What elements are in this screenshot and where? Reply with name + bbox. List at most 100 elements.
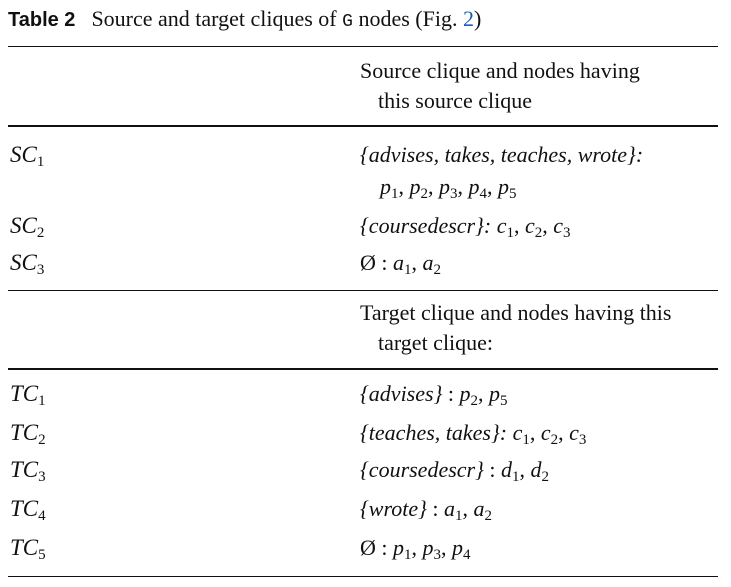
node-subscript: 2 [470,393,479,409]
target-row-content: {coursedescr} : d1, d2 [360,457,550,485]
clique-separator: : [442,381,460,406]
node-symbol: c3 [569,420,587,448]
clique-set: {coursedescr}: [360,213,492,238]
clique-set: {wrote} [360,496,427,521]
clique-separator: : [375,250,394,275]
row-label-subscript: 3 [38,469,46,485]
node-subscript: 2 [550,432,559,448]
source-row-content: {coursedescr}: c1, c2, c3 [360,213,571,241]
node-symbol: d2 [530,457,550,485]
clique-set: {advises, takes, teaches, wrote}: [360,142,644,167]
node-subscript: 1 [404,547,412,563]
node-symbol: c2 [525,213,543,241]
table-caption: Table 2 Source and target cliques of G no… [8,6,481,32]
target-row-label: TC4 [10,496,46,524]
clique-set: {advises} [360,381,443,406]
node-symbol: p1 [393,535,412,563]
node-subscript: 1 [522,432,530,448]
node-subscript: 2 [433,262,442,278]
node-subscript: 1 [455,508,463,524]
node-symbol: p4 [468,174,488,202]
clique-set: Ø [360,250,376,275]
node-subscript: 1 [506,225,515,241]
node-subscript: 2 [484,508,493,524]
node-symbol: c2 [540,420,559,448]
target-row-content: {wrote} : a1, a2 [360,496,493,524]
target-row-label: TC1 [10,381,46,409]
source-column-header: Source clique and nodes having this sour… [360,56,640,116]
source-header-line1: Source clique and nodes having [360,58,640,83]
node-subscript: 1 [404,262,412,278]
node-symbol: p3 [422,535,442,563]
row-label-subscript: 2 [38,432,46,448]
target-header-line2: target clique: [378,330,494,355]
target-row-label: TC5 [10,535,46,563]
target-row-content: {teaches, takes}: c1, c2, c3 [360,420,587,448]
source-row-label: SC3 [10,250,45,278]
row-label-subscript: 3 [36,262,45,278]
node-subscript: 4 [463,547,471,563]
node-symbol: p1 [380,174,399,202]
graph-symbol: G [342,12,353,32]
clique-separator: : [375,535,394,560]
node-symbol: a2 [422,250,442,278]
node-symbol: a2 [473,496,493,524]
node-list-continuation: p1, p2, p3, p4, p5 [380,174,517,202]
source-row-content: {advises, takes, teaches, wrote}: p1, p2,… [360,142,644,202]
node-symbol: p4 [452,535,471,563]
source-row-label: SC1 [10,142,45,170]
node-subscript: 5 [500,393,508,409]
node-subscript: 5 [509,186,517,202]
target-row-label: TC2 [10,420,46,448]
row-label-subscript: 4 [38,508,46,524]
target-header-line1: Target clique and nodes having this [360,300,672,325]
row-label-subscript: 5 [38,547,46,563]
node-subscript: 3 [450,186,458,202]
node-symbol: p5 [489,381,508,409]
bottom-rule [8,576,718,577]
node-symbol: a1 [393,250,412,278]
target-row-content: {advises} : p2, p5 [360,381,508,409]
target-row-label: TC3 [10,457,46,485]
node-symbol: c1 [496,213,515,241]
caption-close-paren: ) [473,6,482,31]
clique-separator: : [483,457,502,482]
node-symbol: p2 [459,381,479,409]
figure-reference-link[interactable]: 2 [462,6,474,31]
caption-text-after: nodes (Fig. [358,6,458,31]
source-header-line2: this source clique [378,88,532,113]
clique-set: {coursedescr} [360,457,484,482]
clique-set: {teaches, takes}: [360,420,508,445]
row-label-subscript: 1 [38,393,46,409]
node-subscript: 3 [578,432,587,448]
node-symbol: p2 [409,174,429,202]
node-symbol: p3 [439,174,458,202]
source-row-content: Ø : a1, a2 [360,250,442,278]
node-symbol: p5 [498,174,517,202]
node-symbol: d1 [501,457,520,485]
node-subscript: 4 [479,186,488,202]
source-header-rule [8,125,718,127]
node-symbol: a1 [444,496,463,524]
caption-text-before: Source and target cliques of [91,6,337,31]
top-rule [8,46,718,47]
node-subscript: 3 [433,547,442,563]
target-column-header: Target clique and nodes having this targ… [360,298,671,358]
node-subscript: 2 [534,225,543,241]
clique-set: Ø [360,535,376,560]
node-subscript: 2 [420,186,429,202]
clique-separator: : [426,496,445,521]
target-row-content: Ø : p1, p3, p4 [360,535,471,563]
node-subscript: 2 [541,469,550,485]
node-subscript: 1 [391,186,399,202]
node-subscript: 3 [563,225,571,241]
table-label: Table 2 [8,9,76,31]
node-subscript: 1 [512,469,520,485]
section-divider-rule [8,290,718,291]
node-symbol: c1 [512,420,530,448]
node-symbol: c3 [553,213,571,241]
row-label-subscript: 2 [36,225,45,241]
row-label-subscript: 1 [36,154,45,170]
source-row-label: SC2 [10,213,45,241]
target-header-rule [8,368,718,370]
